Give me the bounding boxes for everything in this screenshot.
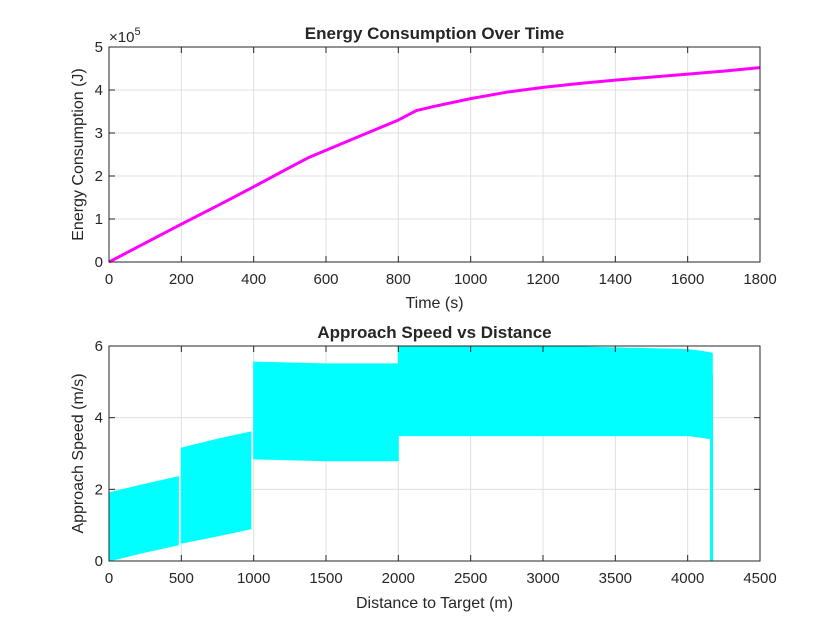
speed-y-ticks: 0 2 4 6 [95, 338, 760, 570]
speed-x-tick-label: 4500 [743, 570, 776, 587]
energy-x-tick-label: 400 [241, 271, 266, 288]
speed-series [108, 345, 714, 562]
exponent-base: ×10 [109, 29, 134, 46]
speed-x-ticks: 0 500 1000 1500 2000 2500 3000 3500 4000 4500 [105, 346, 777, 587]
energy-y-axis-label: Energy Consumption (J) [70, 68, 87, 241]
energy-x-tick-label: 1000 [454, 271, 487, 288]
speed-x-tick-label: 2000 [382, 570, 415, 587]
energy-chart-title: Energy Consumption Over Time [305, 24, 564, 43]
energy-y-tick-label: 2 [95, 168, 103, 185]
speed-series-band [253, 361, 399, 462]
speed-x-tick-label: 0 [105, 570, 113, 587]
energy-series [108, 66, 761, 264]
speed-x-tick-label: 3500 [599, 570, 632, 587]
speed-x-tick-label: 2500 [454, 570, 487, 587]
energy-x-tick-label: 600 [313, 271, 338, 288]
speed-y-axis-label: Approach Speed (m/s) [70, 373, 87, 533]
speed-chart-title: Approach Speed vs Distance [317, 323, 551, 342]
speed-x-tick-label: 1000 [237, 570, 270, 587]
energy-axes-box [108, 46, 761, 263]
energy-y-tick-label: 4 [95, 82, 103, 99]
exponent-power: 5 [134, 26, 140, 38]
energy-x-tick-label: 1800 [743, 271, 776, 288]
energy-y-tick-label: 0 [95, 254, 103, 271]
speed-x-tick-label: 4000 [671, 570, 704, 587]
energy-series-line [108, 66, 761, 264]
energy-x-tick-label: 200 [169, 271, 194, 288]
speed-y-tick-label: 2 [95, 481, 103, 498]
energy-x-axis-label: Time (s) [405, 295, 463, 312]
speed-x-tick-label: 3000 [526, 570, 559, 587]
speed-y-tick-label: 6 [95, 338, 103, 355]
energy-x-tick-label: 800 [386, 271, 411, 288]
speed-y-tick-label: 4 [95, 410, 103, 427]
energy-y-tick-label: 3 [95, 125, 103, 142]
energy-y-tick-label: 5 [95, 39, 103, 56]
energy-plot-area [109, 47, 760, 262]
energy-y-exponent: ×105 [109, 26, 141, 46]
speed-y-tick-label: 0 [95, 553, 103, 570]
energy-axes: 0 200 400 600 800 1000 1200 1400 1600 1800 0 1 2 3 4 5… [70, 24, 777, 312]
energy-x-tick-label: 1400 [599, 271, 632, 288]
speed-x-tick-label: 1500 [309, 570, 342, 587]
energy-x-tick-label: 1200 [526, 271, 559, 288]
energy-x-ticks: 0 200 400 600 800 1000 1200 1400 1600 1800 [105, 47, 777, 288]
energy-x-tick-label: 1600 [671, 271, 704, 288]
speed-series-band [180, 431, 252, 544]
energy-y-ticks: 0 1 2 3 4 5 [95, 39, 760, 271]
speed-axes: 0 500 1000 1500 2000 2500 3000 3500 4000 4500 0 2 4… [70, 323, 777, 612]
speed-x-axis-label: Distance to Target (m) [356, 595, 513, 612]
speed-x-tick-label: 500 [169, 570, 194, 587]
speed-series-band [397, 345, 713, 440]
energy-x-tick-label: 0 [105, 271, 113, 288]
energy-y-tick-label: 1 [95, 211, 103, 228]
speed-axes-box [108, 345, 761, 562]
